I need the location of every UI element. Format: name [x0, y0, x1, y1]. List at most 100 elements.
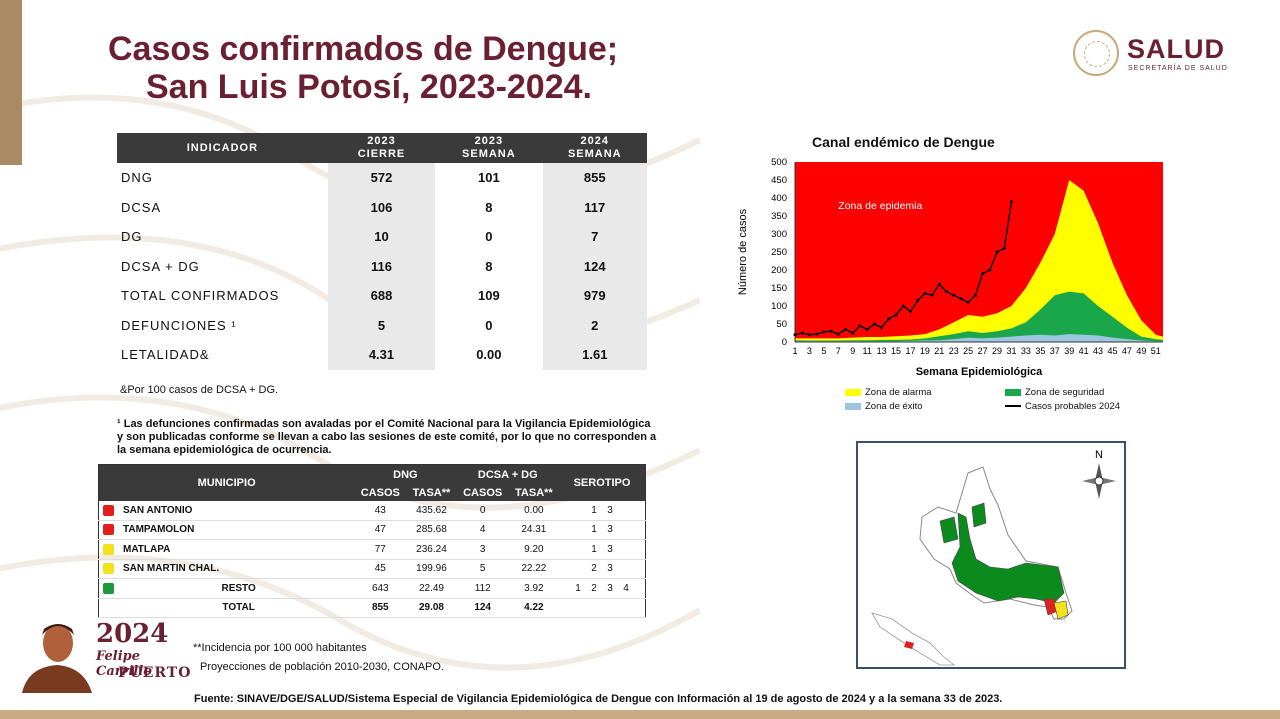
indicator-label: DG — [121, 229, 143, 245]
dng-tasa: 199.96 — [406, 559, 457, 579]
header-serotipo: SEROTIPO — [559, 464, 646, 501]
serotipo-value: 1 — [591, 524, 597, 536]
x-tick-label: 15 — [891, 346, 901, 356]
casos-probables-point — [887, 317, 891, 321]
header-dng-tasa: TASA** — [406, 484, 457, 501]
header-2023-semana: 2023 SEMANA — [435, 133, 543, 163]
source-note: Fuente: SINAVE/DGE/SALUD/Sistema Especia… — [194, 693, 1003, 705]
serotipo-value: 3 — [607, 543, 613, 555]
x-tick-label: 25 — [963, 346, 973, 356]
casos-probables-point — [908, 309, 912, 313]
dcsa-casos: 3 — [456, 539, 509, 560]
municipality-name: SAN MARTIN CHAL. — [117, 559, 355, 579]
serotipo-value: 1 — [575, 582, 581, 594]
casos-probables-point — [901, 304, 905, 308]
dcsa-casos: 112 — [456, 578, 509, 599]
header-dcsa-tasa: TASA** — [508, 484, 559, 501]
status-square-icon — [102, 504, 114, 516]
total-row: TOTAL 855 29.08 124 4.22 — [98, 598, 646, 618]
y-tick-label: 0 — [782, 337, 787, 348]
status-cell — [98, 598, 117, 618]
indicator-value: 688 — [327, 281, 436, 311]
casos-probables-point — [959, 297, 963, 301]
casos-probables-point — [966, 300, 970, 304]
indicator-value: 117 — [542, 192, 647, 222]
legend-casos: Casos probables 2024 — [1005, 401, 1120, 412]
total-dng-tasa: 29.08 — [406, 598, 457, 618]
indicator-label: TOTAL CONFIRMADOS — [121, 288, 280, 304]
x-tick-label: 29 — [992, 346, 1002, 356]
y-tick-label: 50 — [776, 319, 787, 330]
north-arrow-icon: N — [1082, 449, 1116, 499]
casos-probables-point — [923, 291, 927, 295]
dcsa-tasa: 9.20 — [508, 539, 559, 560]
indicator-row: DG 10 0 7 — [117, 222, 647, 252]
campaign-name-2: PUERTO — [118, 665, 192, 681]
casos-probables-point — [872, 322, 876, 326]
logo-subtitle: SECRETARÍA DE SALUD — [1128, 65, 1228, 72]
x-tick-label: 43 — [1093, 346, 1103, 356]
x-tick-label: 3 — [807, 346, 812, 356]
epidemia-annotation: Zona de epidemia — [838, 200, 922, 212]
x-tick-label: 19 — [920, 346, 930, 356]
dcsa-tasa: 22.22 — [508, 559, 559, 579]
dcsa-tasa: 0.00 — [508, 501, 559, 521]
casos-probables-point — [815, 332, 819, 336]
dng-casos: 643 — [354, 578, 407, 599]
x-tick-label: 51 — [1151, 346, 1161, 356]
header-2023-cierre: 2023 CIERRE — [327, 133, 436, 163]
y-tick-label: 250 — [771, 247, 787, 258]
x-tick-label: 41 — [1079, 346, 1089, 356]
dng-casos: 43 — [354, 501, 407, 521]
indicator-label: DEFUNCIONES ¹ — [121, 317, 237, 333]
status-cell — [98, 520, 117, 540]
x-tick-label: 7 — [836, 346, 841, 356]
dng-casos: 45 — [354, 559, 407, 579]
status-square-icon — [102, 543, 114, 555]
casos-probables-point — [829, 329, 833, 333]
casos-probables-point — [988, 268, 992, 272]
casos-probables-point — [973, 293, 977, 297]
title-line-2: San Luis Potosí, 2023-2024. — [146, 68, 592, 106]
serotipo-value: 3 — [607, 563, 613, 575]
x-tick-label: 17 — [905, 346, 915, 356]
municipality-name: TAMPAMOLON — [117, 520, 355, 540]
chart-title: Canal endémico de Dengue — [812, 134, 995, 150]
casos-probables-point — [981, 272, 985, 276]
zona-exito-area — [795, 334, 1163, 342]
campaign-logo: 2024 Felipe Carrillo PUERTO — [18, 617, 190, 697]
x-tick-label: 1 — [792, 346, 797, 356]
casos-probables-point — [930, 293, 934, 297]
x-tick-label: 39 — [1064, 346, 1074, 356]
dng-tasa: 435.62 — [406, 501, 457, 521]
total-dng-casos: 855 — [354, 598, 407, 618]
x-axis-label: Semana Epidemiológica — [916, 366, 1043, 378]
x-tick-label: 37 — [1050, 346, 1060, 356]
x-tick-label: 9 — [850, 346, 855, 356]
status-square-icon — [102, 563, 114, 575]
municipality-row: SAN MARTIN CHAL. 45 199.96 5 22.22 2 3 — [98, 559, 646, 579]
header-2024-semana: 2024 SEMANA — [542, 133, 647, 163]
x-tick-label: 11 — [862, 346, 871, 356]
indicator-value: 572 — [327, 163, 436, 193]
north-label: N — [1095, 449, 1103, 461]
casos-probables-point — [865, 327, 869, 331]
indicator-value: 116 — [327, 251, 436, 281]
status-square-icon — [102, 524, 114, 536]
page-title: Casos confirmados de Dengue; San Luis Po… — [108, 30, 618, 106]
indicator-row: DNG 572 101 855 — [117, 163, 647, 193]
header-municipio: MUNICIPIO — [98, 464, 355, 501]
casos-probables-point — [807, 333, 811, 337]
indicator-value: 101 — [435, 163, 543, 193]
indicator-label: LETALIDAD& — [121, 347, 210, 363]
indicator-value: 0.00 — [435, 340, 543, 370]
footer-bar — [0, 710, 1280, 719]
casos-probables-point — [1009, 200, 1013, 204]
header-dng-casos: CASOS — [354, 484, 407, 501]
y-tick-label: 350 — [771, 211, 787, 222]
x-tick-label: 45 — [1107, 346, 1117, 356]
y-tick-label: 450 — [771, 175, 787, 186]
municipality-name: RESTO — [117, 578, 355, 599]
dng-casos: 77 — [354, 539, 407, 560]
